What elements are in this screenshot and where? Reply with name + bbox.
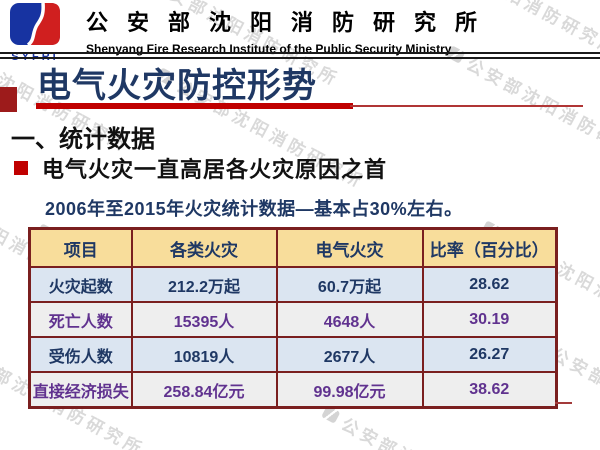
table-cell: 直接经济损失 (28, 371, 133, 409)
title-underline-thin (350, 105, 583, 107)
column-header-ratio: 比率（百分比） (421, 227, 558, 268)
bullet-square-icon (14, 161, 28, 175)
table-cell: 死亡人数 (28, 301, 133, 338)
slide-title: 电气火灾防控形势 (37, 67, 317, 105)
table-cell: 38.62 (421, 371, 558, 409)
table-cell: 258.84亿元 (130, 371, 278, 409)
table-cell: 60.7万起 (275, 266, 424, 303)
table-row: 受伤人数 10819人 2677人 26.27 (28, 336, 558, 373)
table-header-row: 项目 各类火灾 电气火灾 比率（百分比） (28, 227, 558, 268)
watermark-text: 公安部沈阳消防研究所 (463, 54, 600, 171)
table-cell: 212.2万起 (130, 266, 278, 303)
institute-logo: SYFRI (8, 2, 62, 63)
table-cell: 10819人 (130, 336, 278, 373)
header-title-cn: 公安部沈阳消防研究所 (86, 10, 497, 35)
table-cell: 15395人 (130, 301, 278, 338)
left-red-block (0, 87, 17, 112)
bullet-row: 电气火灾一直高居各火灾原因之首 (14, 152, 387, 184)
header-banner: SYFRI 公安部沈阳消防研究所 Shenyang Fire Research … (0, 0, 600, 63)
title-underline-thick (36, 103, 353, 109)
section-heading: 一、统计数据 (11, 126, 155, 153)
watermark-text: 公安部沈阳消防研究所 (338, 410, 535, 450)
header-divider (0, 52, 600, 59)
table-row: 直接经济损失 258.84亿元 99.98亿元 38.62 (28, 371, 558, 409)
table-cell: 火灾起数 (28, 266, 133, 303)
table-cell: 99.98亿元 (275, 371, 424, 409)
table-row: 火灾起数 212.2万起 60.7万起 28.62 (28, 266, 558, 303)
red-dash (555, 402, 572, 404)
table-cell: 30.19 (421, 301, 558, 338)
table-row: 死亡人数 15395人 4648人 30.19 (28, 301, 558, 338)
header-titles: 公安部沈阳消防研究所 Shenyang Fire Research Instit… (86, 5, 496, 56)
table-cell: 受伤人数 (28, 336, 133, 373)
table-cell: 28.62 (421, 266, 558, 303)
table-cell: 2677人 (275, 336, 424, 373)
table-cell: 26.27 (421, 336, 558, 373)
column-header-all: 各类火灾 (130, 227, 278, 268)
syfri-logo-icon (10, 2, 60, 47)
stat-line: 2006年至2015年火灾统计数据—基本占30%左右。 (45, 199, 463, 219)
table-cell: 4648人 (275, 301, 424, 338)
statistics-table: 项目 各类火灾 电气火灾 比率（百分比） 火灾起数 212.2万起 60.7万起… (28, 227, 558, 409)
column-header-electric: 电气火灾 (275, 227, 424, 268)
column-header-item: 项目 (28, 227, 133, 268)
bullet-text: 电气火灾一直高居各火灾原因之首 (42, 157, 388, 182)
